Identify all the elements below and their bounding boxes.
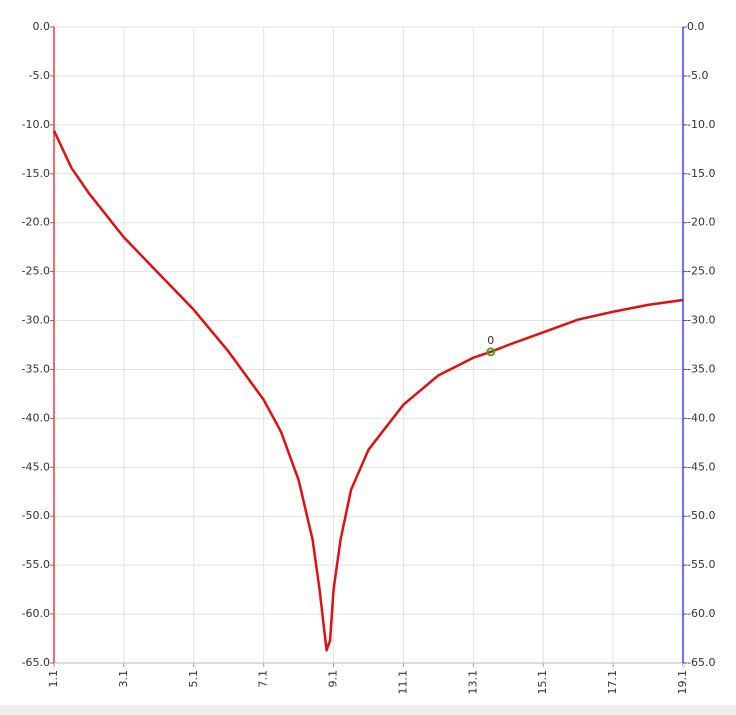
marker-label: 0 [487,334,494,347]
y-tick-label: -65.0 [22,656,50,669]
y2-tick-label: -15.0 [687,167,715,180]
x-tick-label: 17.1 [606,670,619,695]
y-tick-label: -45.0 [22,460,50,473]
y2-tick-label: -60.0 [687,607,715,620]
y2-tick-label: -50.0 [687,509,715,522]
x-tick-label: 11.1 [396,670,409,695]
y-tick-label: -60.0 [22,607,50,620]
y-tick-label: -30.0 [22,314,50,327]
x-tick-label: 19.1 [676,670,689,695]
y-tick-label: -50.0 [22,509,50,522]
x-tick-label: 5.1 [187,670,200,688]
x-tick-label: 13.1 [466,670,479,695]
y-tick-label: -55.0 [22,558,50,571]
bottom-strip [0,705,736,715]
x-tick-label: 1.1 [47,670,60,688]
y2-tick-label: -55.0 [687,558,715,571]
y-tick-label: -5.0 [29,69,50,82]
y-tick-label: 0.0 [33,20,51,33]
y2-tick-label: -25.0 [687,265,715,278]
y2-tick-label: -45.0 [687,460,715,473]
y2-tick-label: -10.0 [687,118,715,131]
y2-tick-label: -40.0 [687,411,715,424]
y2-tick-label: 0.0 [687,20,705,33]
y2-tick-label: -30.0 [687,314,715,327]
x-tick-label: 7.1 [257,670,270,688]
x-tick-label: 15.1 [536,670,549,695]
line-series [52,130,684,652]
y2-tick-label: -65.0 [687,656,715,669]
y-tick-label: -15.0 [22,167,50,180]
y2-tick-label: -35.0 [687,362,715,375]
y-tick-label: -20.0 [22,216,50,229]
y-tick-label: -10.0 [22,118,50,131]
marker [486,347,496,357]
y2-tick-label: -5.0 [687,69,708,82]
x-tick-label: 3.1 [117,670,130,688]
y-tick-label: -25.0 [22,265,50,278]
y-tick-label: -35.0 [22,362,50,375]
y-tick-label: -40.0 [22,411,50,424]
y2-tick-label: -20.0 [687,216,715,229]
x-tick-label: 9.1 [327,670,340,688]
